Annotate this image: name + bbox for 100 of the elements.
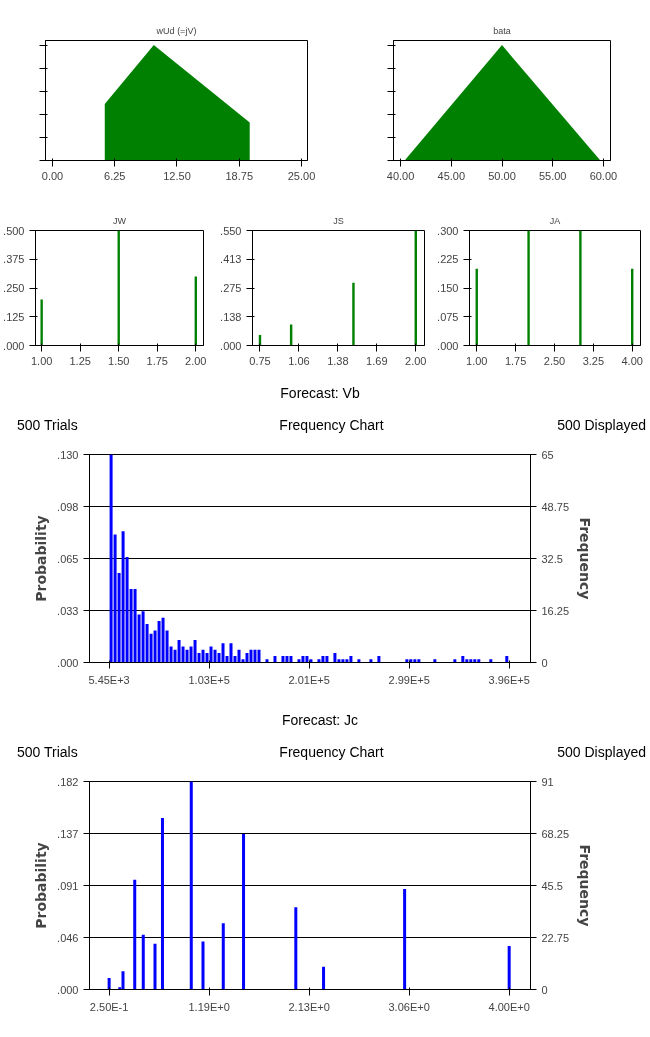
x-tick-label: 1.50 bbox=[108, 354, 130, 367]
bar bbox=[201, 941, 205, 990]
y-tick-label: .500 bbox=[3, 224, 25, 237]
x-tick-label: 2.01E+5 bbox=[288, 673, 330, 686]
bar bbox=[242, 834, 246, 990]
bar bbox=[177, 640, 181, 663]
x-tick-label: 2.00 bbox=[185, 354, 207, 367]
y-tick-label: .000 bbox=[57, 983, 79, 996]
y-tick-label: .225 bbox=[437, 253, 459, 266]
bar bbox=[201, 649, 205, 663]
x-tick-label: 1.06 bbox=[288, 354, 310, 367]
chart-title: JW bbox=[113, 215, 127, 226]
y-tick-label: .098 bbox=[57, 500, 79, 513]
y2-tick-label: 0 bbox=[541, 983, 548, 996]
bar bbox=[107, 978, 111, 990]
y-axis-title: Probability bbox=[33, 515, 50, 602]
y-tick-label: .125 bbox=[3, 310, 25, 323]
bar bbox=[321, 656, 325, 663]
y-tick-label: .065 bbox=[57, 552, 79, 565]
y-tick-label: .130 bbox=[57, 448, 79, 461]
bar bbox=[237, 649, 241, 663]
bar bbox=[265, 659, 269, 663]
x-tick-label: 1.19E+0 bbox=[188, 1000, 230, 1013]
bar bbox=[489, 659, 493, 663]
x-tick-label: 25.00 bbox=[287, 169, 316, 182]
x-tick-label: 3.25 bbox=[582, 354, 605, 367]
x-tick-label: 18.75 bbox=[225, 169, 254, 182]
x-tick-label: 4.00E+0 bbox=[488, 1000, 530, 1013]
y-tick-label: .046 bbox=[57, 931, 79, 944]
bar bbox=[322, 966, 326, 990]
chart-title: Forecast: Vb bbox=[280, 384, 360, 403]
y2-tick-label: 22.75 bbox=[541, 931, 570, 944]
bar bbox=[161, 617, 165, 663]
bar bbox=[469, 659, 473, 663]
x-tick-label: 0.00 bbox=[41, 169, 64, 182]
x-tick-label: 0.75 bbox=[249, 354, 271, 367]
x-tick-label: 1.00 bbox=[30, 354, 53, 367]
bar bbox=[341, 659, 345, 663]
bar bbox=[221, 643, 225, 663]
x-tick-label: 1.25 bbox=[69, 354, 91, 367]
y-tick-label: .137 bbox=[57, 827, 79, 840]
x-tick-label: 2.00 bbox=[405, 354, 427, 367]
bar bbox=[121, 971, 125, 990]
bar bbox=[153, 943, 157, 990]
y-axis-title: Probability bbox=[33, 842, 50, 929]
y-tick-label: .000 bbox=[57, 656, 79, 669]
chart-title: wUd (=jV) bbox=[155, 25, 197, 36]
bar bbox=[253, 649, 257, 663]
y-tick-label: .000 bbox=[220, 339, 242, 352]
bar bbox=[294, 907, 298, 990]
x-tick-label: 50.00 bbox=[488, 169, 516, 182]
y2-tick-label: 48.75 bbox=[541, 500, 570, 513]
x-tick-label: 2.99E+5 bbox=[388, 673, 430, 686]
chart-title: JA bbox=[549, 215, 561, 226]
bar bbox=[345, 659, 349, 663]
y-tick-label: .150 bbox=[437, 282, 459, 294]
bar bbox=[352, 282, 355, 346]
y2-tick-label: 16.25 bbox=[541, 604, 570, 617]
y2-axis-title: Frequency bbox=[577, 517, 594, 600]
bar bbox=[369, 659, 373, 663]
y-tick-label: .000 bbox=[437, 339, 459, 352]
bar bbox=[317, 659, 321, 663]
bar bbox=[257, 649, 261, 663]
text: 500 Trials bbox=[17, 743, 78, 762]
bar bbox=[305, 656, 309, 663]
bar bbox=[273, 656, 277, 663]
x-tick-label: 2.13E+0 bbox=[288, 1000, 330, 1013]
bar bbox=[141, 934, 145, 990]
bar bbox=[133, 588, 137, 663]
bar bbox=[185, 649, 189, 663]
x-tick-label: 55.00 bbox=[538, 169, 567, 182]
y-tick-label: .413 bbox=[220, 253, 242, 266]
text: Frequency Chart bbox=[279, 416, 384, 435]
y2-tick-label: 0 bbox=[541, 656, 548, 669]
text: Frequency Chart bbox=[279, 743, 384, 762]
bar bbox=[109, 454, 113, 663]
text: 500 Displayed bbox=[557, 416, 646, 435]
bar bbox=[160, 818, 164, 990]
bar bbox=[213, 649, 217, 663]
bar bbox=[473, 659, 477, 663]
y-tick-label: .375 bbox=[3, 253, 25, 266]
bar bbox=[405, 659, 409, 663]
bar bbox=[121, 531, 125, 663]
bar bbox=[377, 656, 381, 663]
y2-tick-label: 68.25 bbox=[541, 827, 570, 840]
y2-axis-title: Frequency bbox=[577, 844, 594, 927]
bar bbox=[285, 656, 289, 663]
bar bbox=[325, 656, 329, 663]
x-tick-label: 6.25 bbox=[104, 169, 126, 182]
bar bbox=[505, 656, 509, 663]
y-tick-label: .033 bbox=[57, 604, 79, 617]
bar bbox=[40, 299, 43, 346]
x-tick-label: 45.00 bbox=[437, 169, 466, 182]
x-tick-label: 1.75 bbox=[146, 354, 168, 367]
bar bbox=[465, 659, 469, 663]
y2-tick-label: 45.5 bbox=[541, 879, 563, 892]
bar bbox=[189, 781, 193, 990]
y-tick-label: .300 bbox=[437, 224, 459, 237]
chart-title: JS bbox=[333, 215, 344, 226]
y2-tick-label: 65 bbox=[541, 448, 554, 461]
